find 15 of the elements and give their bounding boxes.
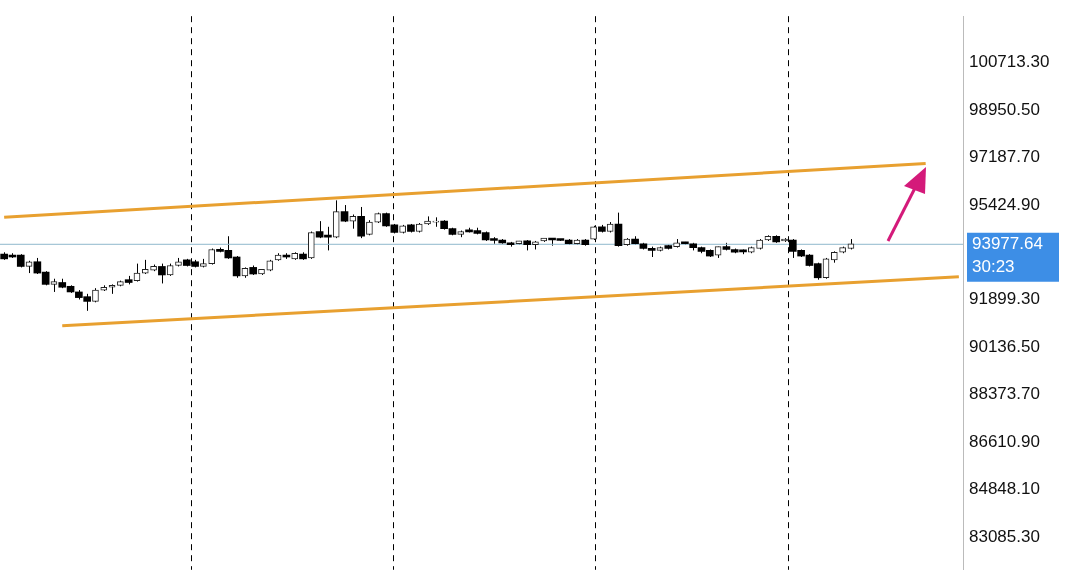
candlestick xyxy=(614,212,623,248)
y-tick-label: 88373.70 xyxy=(969,384,1040,404)
text: 30:23 xyxy=(972,257,1015,277)
candlestick xyxy=(158,263,166,284)
y-tick-label: 83085.30 xyxy=(969,526,1040,546)
y-tick-label: 90136.50 xyxy=(969,336,1040,356)
y-tick-label: 84848.10 xyxy=(969,479,1040,499)
y-tick-label: 97187.70 xyxy=(969,147,1040,167)
y-tick-label: 100713.30 xyxy=(969,52,1050,72)
ref-line-label: 93977.64 xyxy=(972,234,1043,254)
y-tick-label: 91899.30 xyxy=(969,289,1040,309)
y-tick-label: 98950.50 xyxy=(969,99,1040,119)
y-tick-label: 86610.90 xyxy=(969,431,1040,451)
candlestick xyxy=(357,206,365,239)
y-tick-label: 95424.90 xyxy=(969,194,1040,214)
